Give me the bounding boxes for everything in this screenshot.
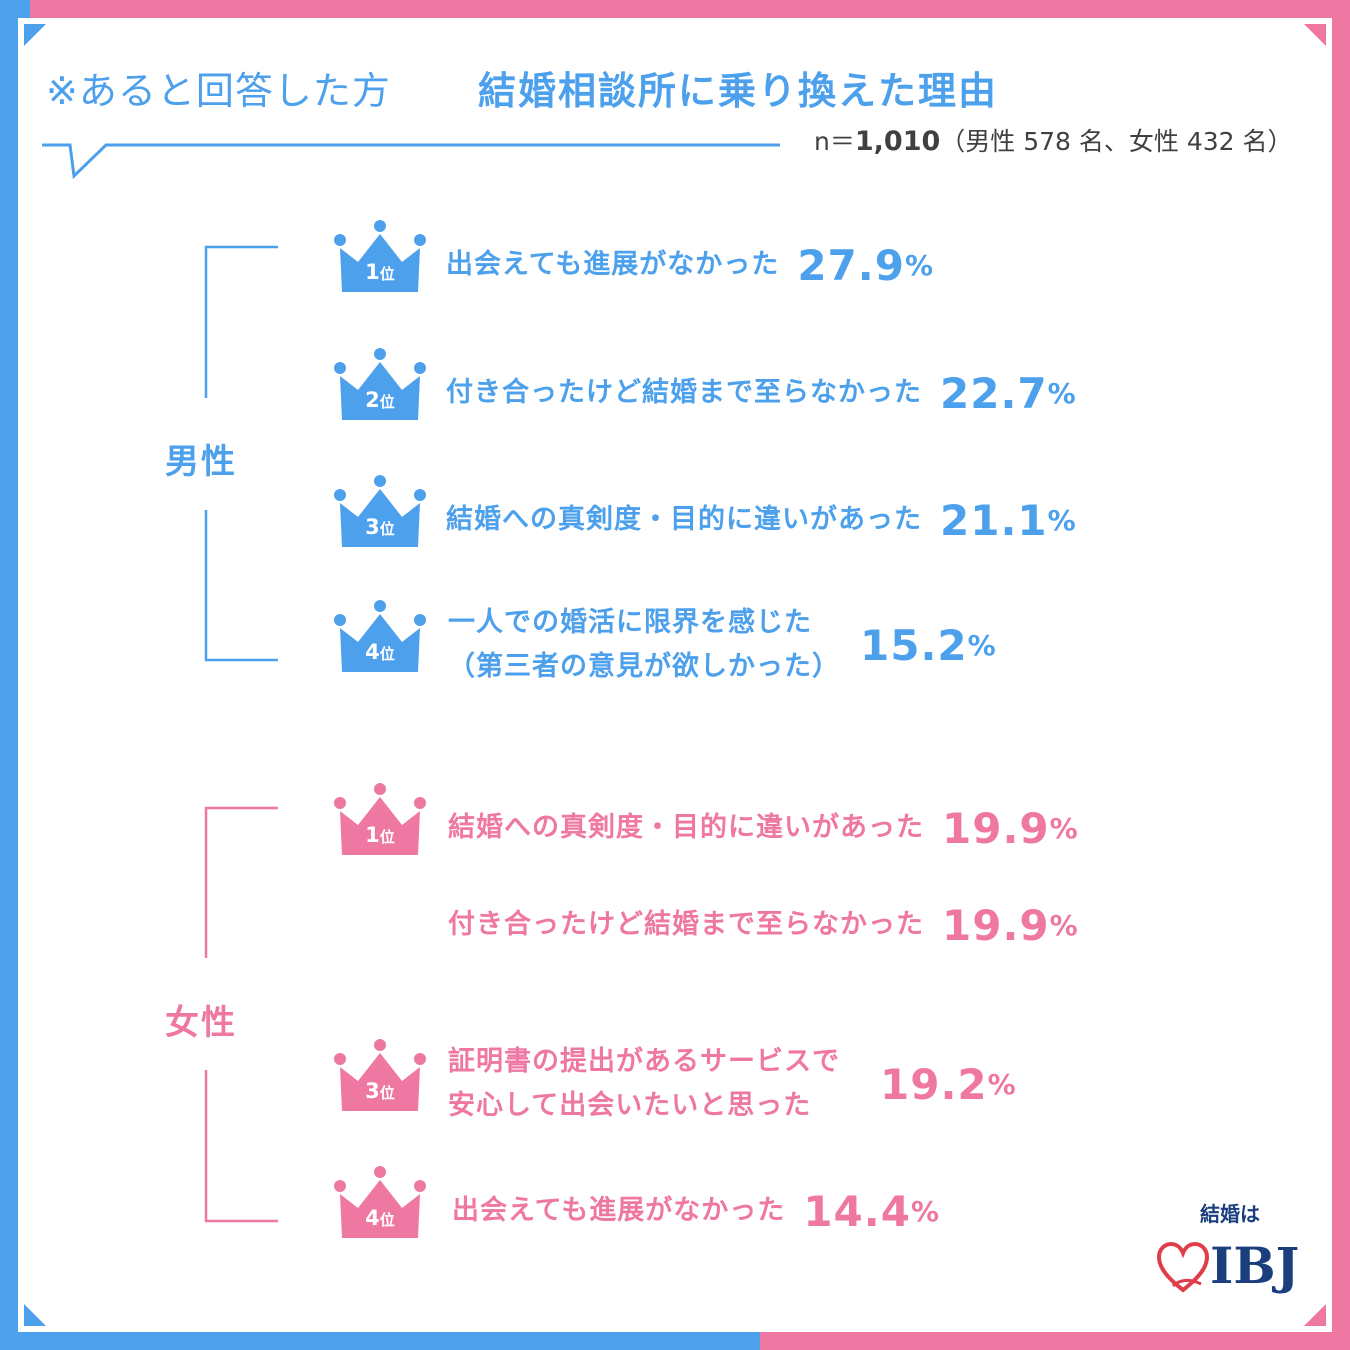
rank-number: 3 (365, 515, 380, 539)
percent-sign: % (1047, 376, 1076, 410)
crown-icon: 4位 (332, 1166, 428, 1238)
crown-icon: 1位 (332, 783, 428, 855)
reason-label-line: 結婚への真剣度・目的に違いがあった (446, 504, 922, 535)
reason-label-line: 付き合ったけど結婚まで至らなかった (448, 909, 924, 940)
rank-number: 2 (365, 388, 380, 412)
rank-unit: 位 (379, 265, 395, 283)
heart-icon (1156, 1241, 1210, 1293)
rank-badge: 1位 (332, 823, 428, 847)
percentage-value: 22.7 (940, 368, 1048, 418)
rank-number: 1 (365, 823, 380, 847)
percent-sign: % (967, 628, 996, 662)
reason-label-line: 出会えても進展がなかった (452, 1195, 786, 1226)
reason-label: 出会えても進展がなかった (452, 1189, 785, 1233)
crown-icon: 3位 (332, 1039, 428, 1111)
crown-icon: 4位 (332, 600, 428, 672)
rank-unit: 位 (379, 1084, 395, 1102)
percent-sign: % (1049, 811, 1078, 845)
corner-triangle-br (1304, 1304, 1326, 1326)
rank-badge: 4位 (332, 1206, 428, 1230)
reason-label: 結婚への真剣度・目的に違いがあった (448, 806, 924, 850)
rank-unit: 位 (379, 1211, 395, 1229)
corner-triangle-tl (24, 24, 46, 46)
corner-triangle-tr (1304, 24, 1326, 46)
ranking-item: 出会えても進展がなかった 27.9% (446, 240, 934, 290)
page-title: 結婚相談所に乗り換えた理由 (478, 69, 999, 113)
sample-size: n＝1,010（男性 578 名、女性 432 名） (814, 122, 1293, 158)
rank-number: 4 (365, 640, 380, 664)
rank-unit: 位 (379, 828, 395, 846)
ranking-item: 結婚への真剣度・目的に違いがあった 21.1% (446, 495, 1076, 545)
rank-number: 1 (365, 260, 380, 284)
ranking-item: 結婚への真剣度・目的に違いがあった 19.9% (448, 803, 1078, 853)
ranking-item: 付き合ったけど結婚まで至らなかった 19.9% (448, 900, 1078, 950)
logo-tagline: 結婚は (1200, 1202, 1260, 1226)
reason-label-line: 証明書の提出があるサービスで (448, 1046, 840, 1077)
crown-icon: 3位 (332, 475, 428, 547)
ranking-item: 証明書の提出があるサービスで 安心して出会いたいと思った 19.2% (448, 1040, 1016, 1128)
sample-prefix: n＝ (814, 127, 855, 156)
gender-label-male: 男性 (165, 442, 237, 482)
reason-label-line: 付き合ったけど結婚まで至らなかった (446, 377, 922, 408)
reason-label-line: 出会えても進展がなかった (446, 249, 780, 280)
percent-sign: % (987, 1067, 1016, 1101)
rank-unit: 位 (379, 520, 395, 538)
reason-label-line: 安心して出会いたいと思った (448, 1090, 812, 1121)
reason-label-line: （第三者の意見が欲しかった） (448, 651, 840, 682)
percent-sign: % (910, 1194, 940, 1228)
rank-badge: 3位 (332, 1079, 428, 1103)
reason-label: 出会えても進展がなかった (446, 243, 779, 287)
reason-label-line: 一人での婚活に限界を感じた (448, 607, 812, 638)
percent-sign: % (1049, 908, 1078, 942)
percentage-value: 15.2 (860, 620, 968, 670)
rank-badge: 4位 (332, 640, 428, 664)
percentage-value: 14.4 (803, 1186, 911, 1236)
percentage-value: 19.9 (942, 900, 1050, 950)
percentage-value: 19.2 (880, 1059, 988, 1109)
percent-sign: % (904, 248, 934, 282)
rank-badge: 3位 (332, 515, 428, 539)
gender-label-female: 女性 (165, 1003, 237, 1043)
rank-number: 3 (365, 1079, 380, 1103)
ranking-item: 一人での婚活に限界を感じた （第三者の意見が欲しかった） 15.2% (448, 601, 996, 689)
rank-number: 4 (365, 1206, 380, 1230)
rank-unit: 位 (379, 645, 395, 663)
corner-triangle-bl (24, 1304, 46, 1326)
reason-label: 付き合ったけど結婚まで至らなかった (446, 371, 922, 415)
ibj-logo: IBJ (1210, 1236, 1300, 1295)
reason-label: 結婚への真剣度・目的に違いがあった (446, 498, 922, 542)
reason-label-line: 結婚への真剣度・目的に違いがあった (448, 812, 924, 843)
percentage-value: 19.9 (942, 803, 1050, 853)
percent-sign: % (1047, 503, 1076, 537)
rank-unit: 位 (379, 393, 395, 411)
percentage-value: 27.9 (797, 240, 905, 290)
header-prefix: ※あると回答した方 (46, 69, 391, 113)
percentage-value: 21.1 (940, 495, 1048, 545)
ranking-item: 付き合ったけど結婚まで至らなかった 22.7% (446, 368, 1076, 418)
rank-badge: 2位 (332, 388, 428, 412)
ranking-item: 出会えても進展がなかった 14.4% (452, 1186, 940, 1236)
crown-icon: 2位 (332, 348, 428, 420)
crown-icon: 1位 (332, 220, 428, 292)
sample-n: 1,010 (854, 126, 941, 157)
rank-badge: 1位 (332, 260, 428, 284)
title-underline (42, 143, 780, 180)
reason-label: 付き合ったけど結婚まで至らなかった (448, 903, 924, 947)
reason-label: 証明書の提出があるサービスで 安心して出会いたいと思った (448, 1040, 840, 1128)
reason-label: 一人での婚活に限界を感じた （第三者の意見が欲しかった） (448, 601, 840, 689)
sample-detail: （男性 578 名、女性 432 名） (940, 127, 1293, 156)
